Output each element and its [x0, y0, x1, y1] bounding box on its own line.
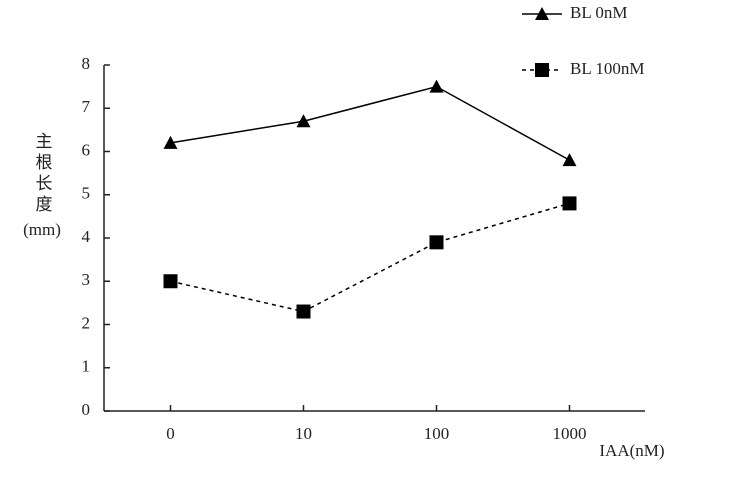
data-point: [296, 304, 311, 319]
y-tick-label: 4: [82, 227, 91, 246]
y-axis-label-unit: (mm): [23, 220, 61, 239]
x-tick-label: 0: [166, 424, 175, 443]
legend-marker: [535, 7, 549, 20]
y-axis-label: 主根长度 (mm): [12, 132, 72, 240]
y-tick-label: 7: [82, 97, 91, 116]
legend-label: BL 0nM: [570, 3, 627, 22]
x-axis-label: IAA(nM): [599, 441, 664, 460]
y-tick-label: 3: [82, 270, 91, 289]
y-tick-label: 0: [82, 400, 91, 419]
y-tick-label: 5: [82, 184, 91, 203]
y-tick-label: 1: [82, 357, 91, 376]
data-point: [429, 79, 444, 93]
legend-marker: [535, 63, 549, 77]
y-tick-label: 6: [82, 140, 91, 159]
data-point: [562, 196, 577, 211]
y-axis-label-text: 主根长度: [31, 132, 52, 216]
data-point: [296, 114, 311, 128]
y-tick-label: 8: [82, 54, 91, 73]
legend-label: BL 100nM: [570, 59, 644, 78]
data-point: [163, 274, 178, 289]
x-tick-label: 1000: [553, 424, 587, 443]
data-point: [163, 135, 178, 149]
series-line: [170, 85, 570, 161]
data-point: [429, 235, 444, 250]
x-tick-label: 10: [295, 424, 312, 443]
data-point: [562, 153, 577, 167]
y-tick-label: 2: [82, 313, 91, 332]
series-line: [170, 202, 570, 313]
x-tick-label: 100: [424, 424, 450, 443]
